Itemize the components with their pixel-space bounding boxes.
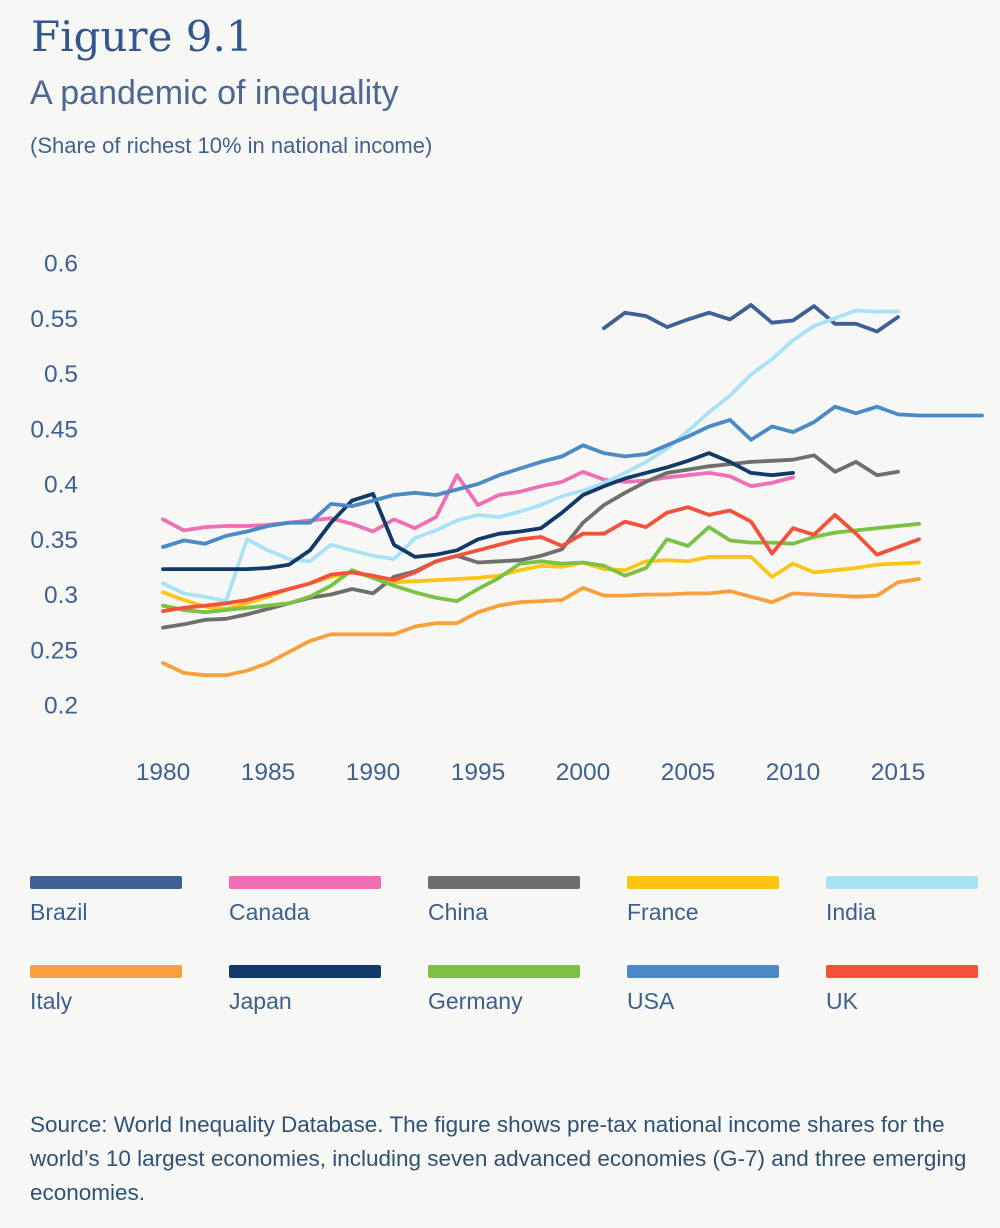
y-tick-label: 0.4 — [44, 472, 78, 499]
legend-item-canada: Canada — [229, 876, 409, 924]
y-tick-label: 0.55 — [30, 306, 78, 333]
legend-swatch-india — [826, 876, 978, 889]
legend-label: France — [627, 899, 699, 925]
legend-item-usa: USA — [627, 965, 807, 1013]
series-line-brazil — [602, 303, 900, 334]
series-line-india — [161, 308, 900, 604]
legend-label: Germany — [428, 988, 523, 1014]
legend-swatch-italy — [30, 965, 182, 978]
x-tick-label: 1985 — [241, 759, 296, 786]
legend-label: China — [428, 899, 489, 925]
legend-item-china: China — [428, 876, 608, 924]
legend-item-italy: Italy — [30, 965, 210, 1013]
legend-swatch-usa — [627, 965, 779, 978]
chart-unit-note: (Share of richest 10% in national income… — [30, 133, 433, 158]
legend-item-uk: UK — [826, 965, 1000, 1013]
x-tick-label: 1995 — [451, 759, 506, 786]
legend-item-brazil: Brazil — [30, 876, 210, 924]
legend-label: Brazil — [30, 899, 88, 925]
x-tick-label: 1980 — [136, 759, 191, 786]
y-tick-label: 0.35 — [30, 527, 78, 554]
legend-label: USA — [627, 988, 675, 1014]
series-line-canada — [161, 469, 795, 534]
legend-item-germany: Germany — [428, 965, 608, 1013]
x-tick-label: 2010 — [766, 759, 821, 786]
source-note: Source: World Inequality Database. The f… — [30, 1112, 967, 1205]
legend-swatch-uk — [826, 965, 978, 978]
legend-label: India — [826, 899, 876, 925]
y-tick-label: 0.45 — [30, 416, 78, 443]
legend-label: Italy — [30, 988, 73, 1014]
series-line-uk — [161, 505, 921, 614]
y-tick-label: 0.2 — [44, 693, 78, 720]
y-tick-label: 0.6 — [44, 251, 78, 278]
legend-swatch-japan — [229, 965, 381, 978]
line-chart: 0.6 0.55 0.5 0.45 0.4 0.35 0.3 0.25 0.2 1980 1985 1… — [30, 251, 984, 786]
legend-swatch-brazil — [30, 876, 182, 889]
legend-swatch-germany — [428, 965, 580, 978]
legend-label: UK — [826, 988, 858, 1014]
legend-item-japan: Japan — [229, 965, 409, 1013]
series-line-usa — [161, 404, 984, 549]
series-line-germany — [161, 521, 921, 615]
figure-label: Figure 9.1 — [31, 12, 253, 61]
x-tick-label: 2000 — [556, 759, 611, 786]
legend-swatch-canada — [229, 876, 381, 889]
y-tick-label: 0.25 — [30, 637, 78, 664]
legend-label: Japan — [229, 988, 292, 1014]
series-line-italy — [161, 577, 921, 678]
series-line-japan — [161, 451, 795, 572]
legend-swatch-china — [428, 876, 580, 889]
y-tick-label: 0.5 — [44, 361, 78, 388]
x-tick-label: 2005 — [661, 759, 716, 786]
legend-label: Canada — [229, 899, 310, 925]
x-tick-label: 2015 — [871, 759, 926, 786]
legend-item-india: India — [826, 876, 1000, 924]
x-tick-label: 1990 — [346, 759, 401, 786]
legend-swatch-france — [627, 876, 779, 889]
chart-title: A pandemic of inequality — [30, 74, 399, 112]
y-tick-label: 0.3 — [44, 582, 78, 609]
legend-item-france: France — [627, 876, 807, 924]
